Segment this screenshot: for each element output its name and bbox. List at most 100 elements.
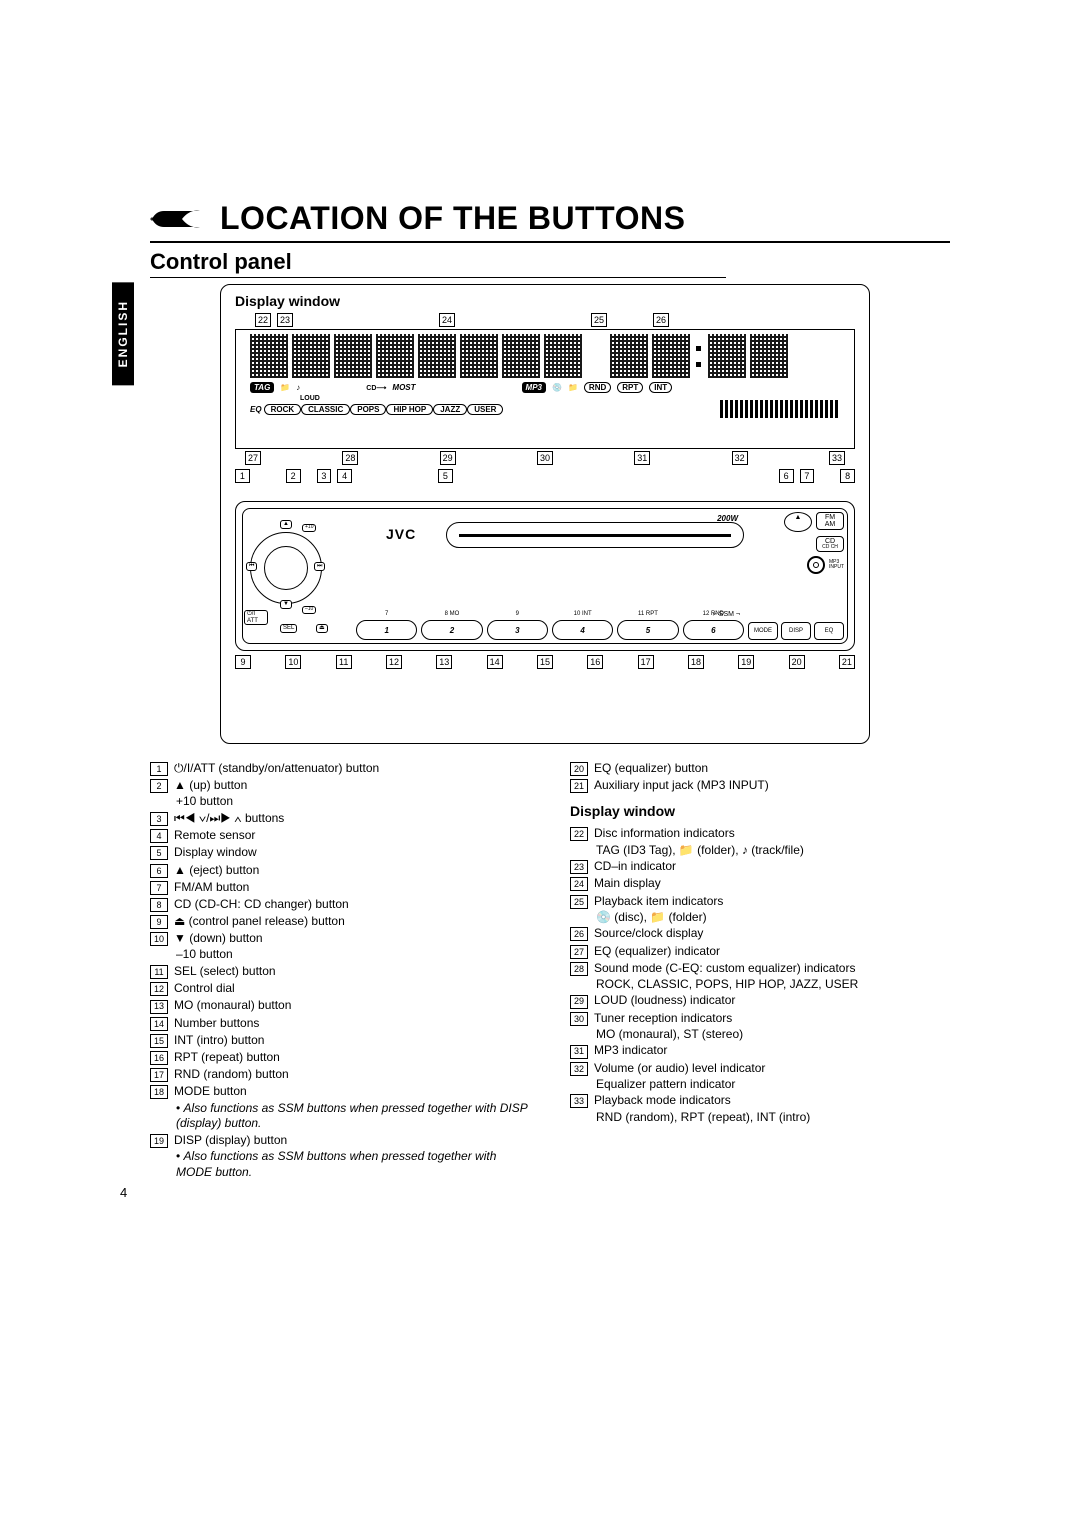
callout-23: 23 — [277, 313, 293, 327]
legend-text-19: DISP (display) button — [174, 1132, 287, 1148]
legend-sub-28: ROCK, CLASSIC, POPS, HIP HOP, JAZZ, USER — [570, 977, 950, 993]
cd-slot — [446, 522, 744, 548]
number-button-1[interactable]: 17 — [356, 620, 417, 640]
prev-button[interactable]: ⏮ — [246, 562, 257, 571]
mode-button-row: MODEDISPEQ — [748, 622, 844, 640]
legend-num-17: 17 — [150, 1068, 168, 1082]
page-content: ENGLISH LOCATION OF THE BUTTONS Control … — [150, 200, 950, 1180]
legend-num-12: 12 — [150, 982, 168, 996]
folder-icon: 📁 — [280, 383, 290, 392]
legend-sub-33: RND (random), RPT (repeat), INT (intro) — [570, 1110, 950, 1126]
legend-num-26: 26 — [570, 927, 588, 941]
eq-mode-pops: POPS — [350, 404, 386, 415]
legend-columns: 1⏻/I/ATT (standby/on/attenuator) button 2… — [150, 760, 950, 1180]
callout-8: 8 — [840, 469, 855, 483]
callout-31: 31 — [634, 451, 650, 465]
title-rule — [150, 241, 950, 243]
main-title: LOCATION OF THE BUTTONS — [220, 200, 685, 237]
aux-jack[interactable] — [807, 556, 825, 574]
callout-9: 9 — [235, 655, 251, 669]
legend-text-26: Source/clock display — [594, 925, 703, 941]
legend-item-13: 13MO (monaural) button — [150, 997, 530, 1013]
next-button[interactable]: ⏭ — [314, 562, 325, 571]
legend-text-33: Playback mode indicators — [594, 1092, 731, 1108]
callout-19: 19 — [738, 655, 754, 669]
legend-num-13: 13 — [150, 1000, 168, 1014]
number-button-2[interactable]: 28 MO — [421, 620, 482, 640]
callout-11: 11 — [336, 655, 352, 669]
section-arrow-icon — [150, 205, 210, 233]
eq-button[interactable]: EQ — [814, 622, 844, 640]
down-button[interactable]: ▼ — [280, 600, 292, 609]
display-window-heading: Display window — [570, 803, 950, 819]
legend-text-31: MP3 indicator — [594, 1042, 667, 1058]
number-button-3[interactable]: 39 — [487, 620, 548, 640]
legend-num-22: 22 — [570, 827, 588, 841]
legend-item-30: 30Tuner reception indicators — [570, 1010, 950, 1026]
legend-num-19: 19 — [150, 1134, 168, 1148]
legend-text-30: Tuner reception indicators — [594, 1010, 732, 1026]
fm-am-button[interactable]: FM AM — [816, 512, 844, 530]
eq-mode-hip hop: HIP HOP — [386, 404, 433, 415]
legend-item-17: 17 RND (random) button — [150, 1066, 530, 1082]
callout-4: 4 — [337, 469, 352, 483]
callout-29: 29 — [440, 451, 456, 465]
legend-num-2: 2 — [150, 779, 168, 793]
legend-text-12: Control dial — [174, 980, 235, 996]
number-button-5[interactable]: 511 RPT — [617, 620, 678, 640]
legend-num-18: 18 — [150, 1085, 168, 1099]
legend-num-24: 24 — [570, 877, 588, 891]
legend-num-32: 32 — [570, 1062, 588, 1076]
eq-mode-user: USER — [467, 404, 503, 415]
legend-text-2: ▲ (up) button — [174, 777, 247, 793]
up-button[interactable]: ▲ — [280, 520, 292, 529]
legend-item-29: 29LOUD (loudness) indicator — [570, 992, 950, 1008]
legend-text-16: RPT (repeat) button — [174, 1049, 280, 1065]
legend-num-6: 6 — [150, 864, 168, 878]
release-button[interactable]: ⏏ — [316, 624, 328, 633]
callout-22: 22 — [255, 313, 271, 327]
legend-item-26: 26 Source/clock display — [570, 925, 950, 941]
legend-text-8: CD (CD-CH: CD changer) button — [174, 896, 349, 912]
legend-item-4: 4Remote sensor — [150, 827, 530, 843]
mode-button[interactable]: MODE — [748, 622, 778, 640]
legend-item-23: 23CD–in indicator — [570, 858, 950, 874]
legend-num-1: 1 — [150, 762, 168, 776]
disp-button[interactable]: DISP — [781, 622, 811, 640]
callout-14: 14 — [487, 655, 503, 669]
eject-button[interactable]: ▲ — [784, 512, 812, 532]
legend-num-27: 27 — [570, 945, 588, 959]
folder-icon-2: 📁 — [568, 383, 578, 392]
number-button-4[interactable]: 410 INT — [552, 620, 613, 640]
legend-item-22: 22 Disc information indicators — [570, 825, 950, 841]
sel-button[interactable]: SEL — [280, 624, 297, 633]
callout-24: 24 — [439, 313, 455, 327]
callout-1: 1 — [235, 469, 250, 483]
plus10-label: +10 — [302, 524, 316, 532]
legend-num-29: 29 — [570, 995, 588, 1009]
callout-18: 18 — [688, 655, 704, 669]
legend-text-32: Volume (or audio) level indicator — [594, 1060, 765, 1076]
callout-row-mid: 27282930313233 — [235, 451, 855, 465]
lcd-row-icons: TAG 📁 ♪ CD⟶ MOST MP3 💿 📁 RND RPT INT — [240, 382, 850, 393]
callout-25: 25 — [591, 313, 607, 327]
minus10-label: –10 — [302, 606, 316, 614]
lcd-segments — [240, 334, 850, 378]
legend-text-28: Sound mode (C-EQ: custom equalizer) indi… — [594, 960, 855, 976]
legend-text-22: Disc information indicators — [594, 825, 735, 841]
legend-text-17: RND (random) button — [174, 1066, 289, 1082]
legend-item-10: 10▼ (down) button — [150, 930, 530, 946]
legend-num-10: 10 — [150, 932, 168, 946]
number-button-6[interactable]: 612 RND — [683, 620, 744, 640]
note-icon: ♪ — [296, 383, 300, 392]
rpt-pill: RPT — [617, 382, 643, 393]
legend-item-1: 1⏻/I/ATT (standby/on/attenuator) button — [150, 760, 530, 776]
legend-text-25: Playback item indicators — [594, 893, 723, 909]
callout-17: 17 — [638, 655, 654, 669]
cd-button[interactable]: CD CD CH — [816, 536, 844, 552]
legend-num-4: 4 — [150, 829, 168, 843]
legend-num-7: 7 — [150, 881, 168, 895]
att-button[interactable]: ⏻/IATT — [244, 610, 268, 625]
callout-32: 32 — [732, 451, 748, 465]
legend-item-15: 15INT (intro) button — [150, 1032, 530, 1048]
